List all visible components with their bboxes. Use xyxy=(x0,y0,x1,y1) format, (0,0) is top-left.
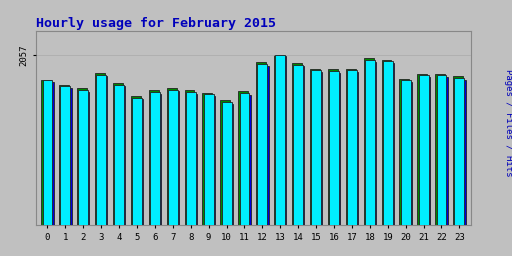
Bar xyxy=(364,58,374,225)
Bar xyxy=(115,86,125,225)
Bar xyxy=(42,80,52,225)
Text: Hourly usage for February 2015: Hourly usage for February 2015 xyxy=(36,17,276,29)
Bar xyxy=(150,92,160,225)
Bar xyxy=(204,94,214,225)
Bar xyxy=(62,88,72,225)
Bar xyxy=(222,102,231,225)
Bar xyxy=(132,98,142,225)
Bar xyxy=(41,80,51,225)
Bar xyxy=(437,76,446,225)
Bar xyxy=(402,82,412,225)
Bar xyxy=(258,64,267,225)
Bar xyxy=(80,92,90,225)
Bar xyxy=(312,72,322,225)
Bar xyxy=(348,72,358,225)
Bar xyxy=(365,60,375,225)
Bar xyxy=(381,60,392,225)
Bar xyxy=(96,74,106,225)
Bar xyxy=(95,73,105,225)
Bar xyxy=(168,90,178,225)
Bar xyxy=(401,80,411,225)
Bar xyxy=(294,66,305,225)
Bar xyxy=(275,55,285,225)
Bar xyxy=(59,84,69,225)
Bar xyxy=(98,76,108,225)
Bar xyxy=(399,79,409,225)
Bar xyxy=(346,69,356,225)
Bar xyxy=(149,90,159,225)
Bar xyxy=(238,91,248,225)
Bar xyxy=(347,70,357,225)
Bar xyxy=(420,77,430,225)
Bar xyxy=(131,96,141,225)
Bar xyxy=(417,74,427,225)
Bar xyxy=(311,70,321,225)
Bar xyxy=(185,90,195,225)
Bar xyxy=(455,78,464,225)
Bar xyxy=(329,71,339,225)
Text: Pages / Files / Hits: Pages / Files / Hits xyxy=(504,69,512,177)
Bar xyxy=(366,61,376,225)
Bar xyxy=(151,94,161,225)
Bar xyxy=(310,69,320,225)
Bar xyxy=(133,99,143,225)
Bar xyxy=(187,94,197,225)
Bar xyxy=(241,95,251,225)
Bar xyxy=(205,96,215,225)
Bar xyxy=(456,80,465,225)
Bar xyxy=(274,55,284,225)
Bar xyxy=(328,69,338,225)
Bar xyxy=(78,90,88,225)
Bar xyxy=(77,88,87,225)
Bar xyxy=(113,83,123,225)
Bar xyxy=(186,92,196,225)
Bar xyxy=(259,66,269,225)
Bar xyxy=(419,76,429,225)
Bar xyxy=(383,61,393,225)
Bar xyxy=(453,76,463,225)
Bar xyxy=(60,86,70,225)
Bar xyxy=(384,63,394,225)
Bar xyxy=(169,91,179,225)
Bar xyxy=(438,77,447,225)
Bar xyxy=(292,63,302,225)
Bar xyxy=(167,88,177,225)
Bar xyxy=(293,65,303,225)
Bar xyxy=(330,73,340,225)
Bar xyxy=(256,62,266,225)
Bar xyxy=(44,82,54,225)
Bar xyxy=(223,104,233,225)
Bar xyxy=(114,84,124,225)
Bar xyxy=(240,93,249,225)
Bar xyxy=(435,74,445,225)
Bar xyxy=(202,93,212,225)
Bar xyxy=(276,56,287,225)
Bar xyxy=(220,100,230,225)
